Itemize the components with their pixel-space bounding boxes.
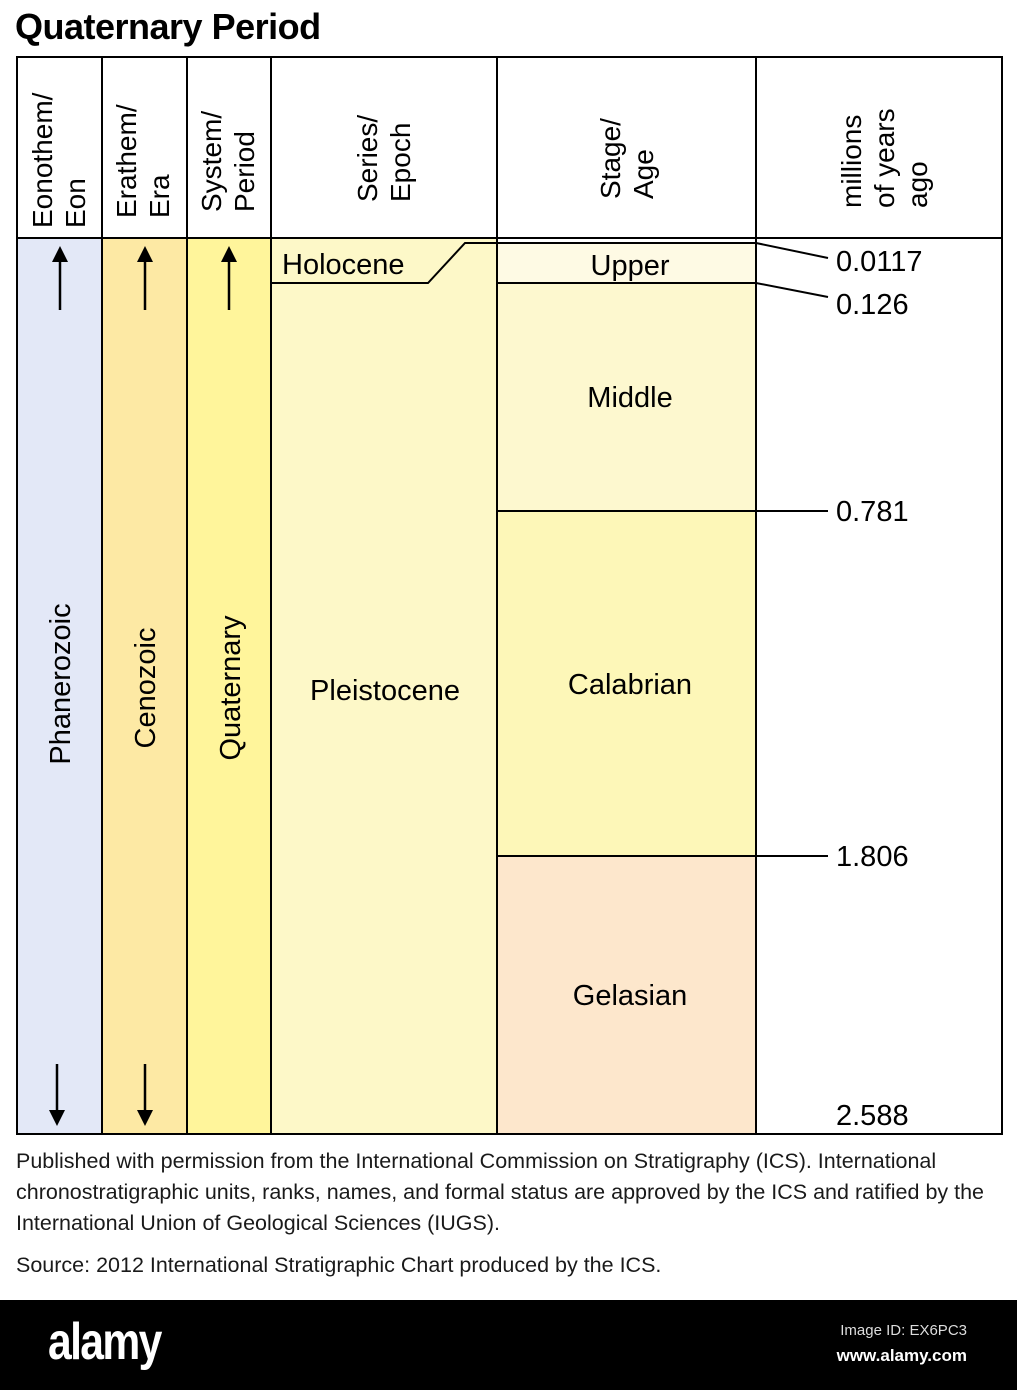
header-eon: Eonothem/ Eon (27, 85, 91, 228)
image-id: Image ID: EX6PC3 (840, 1322, 967, 1339)
age-value-0.781: 0.781 (836, 496, 909, 528)
page-title: Quaternary Period (15, 6, 321, 47)
stage-upper-fill (497, 243, 756, 283)
age-value-0.126: 0.126 (836, 289, 909, 321)
header-era: Erathem/ Era (111, 97, 175, 218)
age-value-2.588: 2.588 (836, 1100, 909, 1132)
era-up-arrow-icon (137, 246, 153, 262)
eon-up-arrow-icon (52, 246, 68, 262)
stage-gelasian-fill (497, 856, 756, 1134)
leader-line-0.0117 (755, 242, 829, 259)
header-mya: millions of years ago (836, 101, 933, 208)
period-up-arrow-icon (221, 246, 237, 262)
stage-middle-label: Middle (587, 382, 672, 414)
stage-gelasian-label: Gelasian (573, 980, 687, 1012)
stage-middle-fill (497, 283, 756, 511)
caption-source: Source: 2012 International Stratigraphic… (16, 1253, 662, 1277)
age-value-1.806: 1.806 (836, 841, 909, 873)
era-column-fill (102, 238, 187, 1134)
period-column-fill (187, 238, 271, 1134)
holocene-boundary (271, 242, 756, 284)
unit-eon-label: Phanerozoic (45, 603, 77, 764)
header-period: System/ Period (196, 103, 260, 212)
age-value-0.0117: 0.0117 (836, 246, 923, 278)
unit-era-label: Cenozoic (130, 628, 162, 749)
eon-down-arrow-icon (49, 1110, 65, 1126)
watermark-footer: alamy Image ID: EX6PC3 www.alamy.com (0, 1300, 1017, 1390)
site-url: www.alamy.com (836, 1346, 967, 1365)
leader-line-0.126 (755, 282, 829, 298)
stage-calabrian-fill (497, 511, 756, 856)
unit-period-label: Quaternary (215, 615, 247, 761)
epoch-holocene-label: Holocene (282, 249, 405, 281)
caption: Published with permission from the Inter… (16, 1146, 1006, 1281)
era-down-arrow-icon (137, 1110, 153, 1126)
brand-logo: alamy (48, 1313, 162, 1371)
stratigraphic-chart: Eonothem/ Eon Erathem/ Era System/ Perio… (16, 56, 1003, 1135)
eon-column-fill (17, 238, 102, 1134)
epoch-column-fill (271, 238, 497, 1134)
header-epoch: Series/ Epoch (352, 107, 416, 202)
stage-calabrian-label: Calabrian (568, 669, 692, 701)
stage-upper-label: Upper (591, 250, 670, 282)
caption-permission: Published with permission from the Inter… (16, 1149, 985, 1235)
header-age: Stage/ Age (595, 110, 659, 199)
chart-frame (16, 56, 1003, 1135)
epoch-pleistocene-label: Pleistocene (310, 675, 460, 707)
